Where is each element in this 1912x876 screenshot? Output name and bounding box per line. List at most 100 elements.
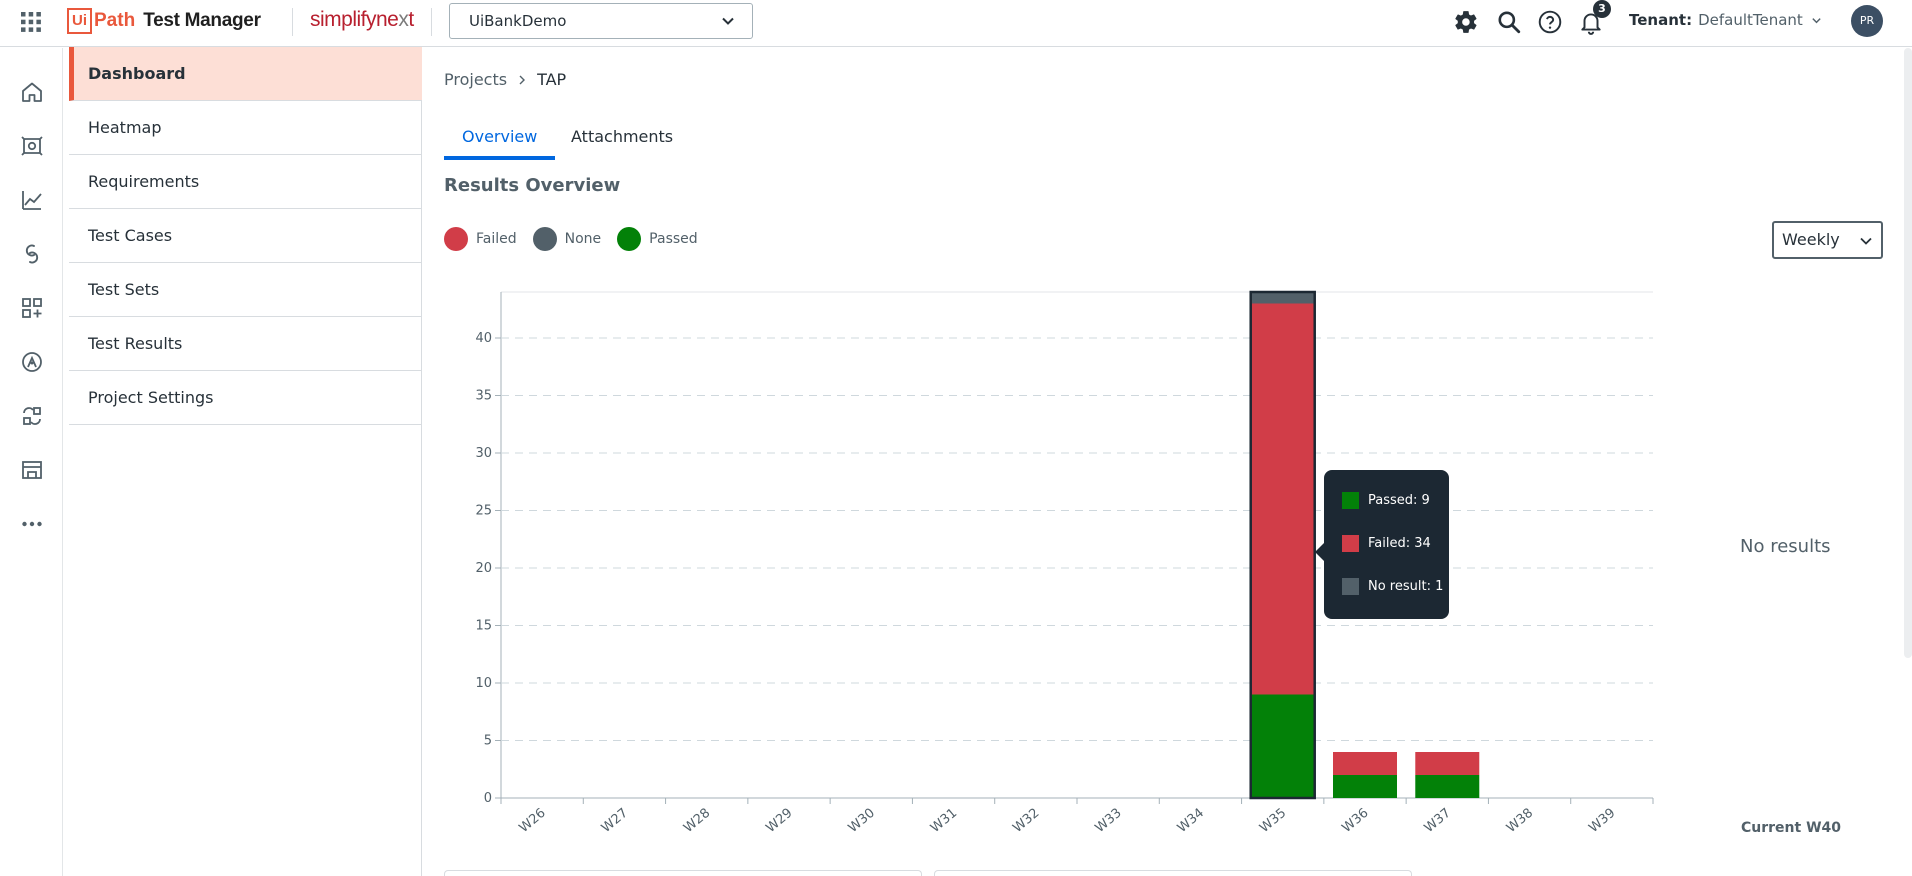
y-tick-label: 5 — [484, 734, 492, 749]
notification-count-badge: 3 — [1593, 0, 1611, 18]
legend-dot-failed — [444, 227, 468, 251]
more-icon[interactable] — [20, 512, 44, 536]
bar-segment-passed — [1415, 775, 1480, 798]
settings-gear-icon[interactable] — [1453, 9, 1479, 35]
apps-add-icon[interactable] — [20, 296, 44, 320]
tooltip-swatch-failed — [1342, 535, 1359, 552]
x-tick-label: W38 — [1504, 806, 1536, 836]
project-select[interactable]: UiBankDemo — [449, 3, 753, 39]
legend-label-failed: Failed — [476, 231, 517, 247]
sidebar-item-test-sets[interactable]: Test Sets — [69, 263, 422, 317]
user-avatar[interactable]: PR — [1851, 5, 1883, 37]
period-select[interactable]: Weekly — [1772, 221, 1883, 259]
chevron-down-icon — [1812, 18, 1821, 24]
x-tick-label: W36 — [1339, 806, 1371, 836]
sidebar-item-dashboard[interactable]: Dashboard — [69, 47, 422, 101]
bar-segment-failed — [1250, 303, 1315, 695]
project-sidebar: Dashboard Heatmap Requirements Test Case… — [69, 47, 422, 876]
legend-item-failed[interactable]: Failed — [444, 227, 517, 251]
period-select-value: Weekly — [1782, 230, 1840, 249]
no-results-text: No results — [1740, 536, 1831, 557]
bar-segment-failed — [1415, 752, 1480, 775]
y-tick-label: 15 — [475, 619, 492, 634]
uipath-logo-mark: Ui — [67, 8, 92, 34]
divider — [431, 8, 432, 36]
chart-tooltip: Passed: 9 Failed: 34 No result: 1 — [1315, 470, 1449, 619]
breadcrumb: Projects TAP — [444, 70, 566, 89]
bar-highlight-outline — [1249, 290, 1316, 800]
tooltip-row-none: No result: 1 — [1342, 578, 1443, 595]
insights-icon[interactable] — [20, 350, 44, 374]
x-tick-label: W31 — [928, 806, 960, 836]
bar-segment-passed — [1250, 694, 1315, 798]
test-manager-icon[interactable] — [20, 134, 44, 158]
analytics-icon[interactable] — [20, 188, 44, 212]
uipath-logo-text: Path — [94, 10, 136, 31]
x-tick-label: W34 — [1175, 806, 1207, 836]
y-tick-label: 30 — [475, 446, 492, 461]
tenant-label: Tenant: — [1629, 11, 1693, 29]
x-tick-label: W39 — [1586, 806, 1618, 836]
legend-label-none: None — [564, 231, 602, 247]
search-icon[interactable] — [1496, 9, 1522, 35]
legend-dot-none — [532, 227, 557, 251]
notifications-bell-icon[interactable] — [1578, 9, 1604, 35]
sidebar-item-heatmap[interactable]: Heatmap — [69, 101, 422, 155]
legend-dot-passed — [617, 227, 642, 251]
x-tick-label: W29 — [763, 806, 795, 836]
partner-logo-t: t — [408, 8, 414, 31]
tooltip-passed-text: Passed: 9 — [1368, 493, 1430, 508]
x-tick-label: W35 — [1257, 806, 1289, 836]
brand-logo[interactable]: Ui Path Test Manager — [67, 6, 261, 36]
sidebar-item-project-settings[interactable]: Project Settings — [69, 371, 422, 425]
legend-item-passed[interactable]: Passed — [617, 227, 698, 251]
tooltip-swatch-passed — [1342, 492, 1359, 509]
bar-segment-passed — [1333, 775, 1397, 798]
app-icon-rail — [0, 48, 63, 876]
card-edge — [934, 870, 1412, 876]
tenant-picker[interactable]: Tenant: DefaultTenant — [1629, 11, 1822, 29]
chart-legend: Failed None Passed — [444, 227, 714, 251]
sidebar-item-test-results[interactable]: Test Results — [69, 317, 422, 371]
top-bar: Ui Path Test Manager simplifynext UiBank… — [0, 0, 1912, 47]
product-name: Test Manager — [143, 10, 261, 31]
x-tick-label: W33 — [1093, 806, 1125, 836]
legend-item-none[interactable]: None — [532, 227, 602, 251]
tooltip-swatch-none — [1342, 578, 1359, 595]
admin-icon[interactable] — [20, 458, 44, 482]
sidebar-item-test-cases[interactable]: Test Cases — [69, 209, 422, 263]
legend-label-passed: Passed — [649, 231, 698, 247]
project-select-value: UiBankDemo — [469, 12, 567, 30]
chevron-down-icon — [722, 17, 734, 25]
breadcrumb-projects-link[interactable]: Projects — [444, 70, 508, 89]
home-icon[interactable] — [20, 80, 44, 104]
automation-hub-icon[interactable] — [20, 404, 44, 428]
y-tick-label: 25 — [475, 504, 492, 519]
x-tick-label: W30 — [846, 806, 878, 836]
y-tick-label: 0 — [484, 791, 492, 806]
sidebar-item-requirements[interactable]: Requirements — [69, 155, 422, 209]
tooltip-row-failed: Failed: 34 — [1342, 535, 1431, 552]
tooltip-row-passed: Passed: 9 — [1342, 492, 1430, 509]
y-tick-label: 35 — [475, 389, 492, 404]
partner-logo-text: simplifyne — [310, 8, 399, 31]
chevron-down-icon — [1860, 237, 1872, 245]
integration-icon[interactable] — [20, 242, 44, 266]
help-icon[interactable] — [1537, 9, 1563, 35]
tab-overview[interactable]: Overview — [444, 118, 556, 160]
x-tick-label: W37 — [1422, 806, 1454, 836]
tooltip-arrow — [1315, 543, 1324, 561]
y-tick-label: 40 — [475, 331, 492, 346]
x-tick-label: W28 — [681, 806, 713, 836]
x-tick-label: W26 — [517, 806, 549, 836]
partner-logo: simplifynext — [310, 8, 414, 32]
current-week-label: Current W40 — [1741, 820, 1842, 836]
bar-segment-failed — [1333, 752, 1397, 775]
y-tick-label: 10 — [475, 676, 492, 691]
tab-attachments[interactable]: Attachments — [571, 127, 674, 146]
apps-grid-icon[interactable] — [20, 11, 42, 33]
page-scrollbar[interactable] — [1904, 48, 1912, 658]
chevron-right-icon — [519, 75, 526, 84]
tooltip-none-text: No result: 1 — [1368, 579, 1444, 594]
bar-segment-none — [1250, 292, 1315, 304]
